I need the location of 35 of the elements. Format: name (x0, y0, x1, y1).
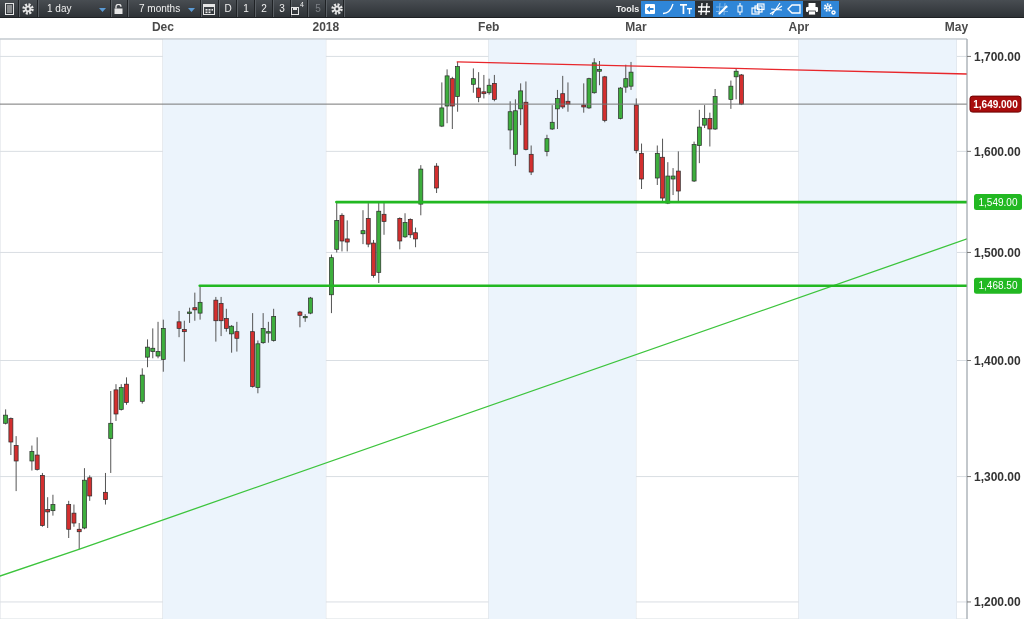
x-tick-label: 2018 (312, 20, 340, 34)
candlestick (103, 472, 108, 506)
y-tick-label: 1,700.00 (974, 49, 1022, 64)
text: 1 day (47, 2, 72, 16)
y-tick-label: 1,600.00 (974, 144, 1022, 159)
text: Tools (616, 3, 640, 16)
ref-line-label: 1,649.000 (973, 98, 1019, 110)
candlestick (471, 67, 476, 94)
data-label: 1,468.50 (978, 280, 1018, 292)
x-tick-label: Feb (478, 20, 500, 34)
candlestick (439, 81, 445, 128)
x-tick-label: Mar (625, 20, 647, 34)
candlestick (108, 390, 114, 474)
x-tick-label: Dec (151, 20, 175, 34)
x-tick-label: Apr (788, 20, 810, 34)
candlestick (544, 134, 550, 157)
y-tick-label: 1,500.00 (974, 245, 1022, 260)
text: D (223, 2, 233, 16)
text: 1 (242, 2, 250, 16)
text: 7 months (139, 2, 181, 16)
y-tick-label: 1,200.00 (974, 595, 1022, 610)
data-label: 1,549.00 (978, 196, 1018, 208)
candlestick (176, 310, 182, 338)
y-tick-label: 1,300.00 (974, 469, 1022, 484)
text: 3 (278, 2, 286, 16)
y-tick-label: 1,400.00 (974, 353, 1022, 368)
candlestick (181, 320, 187, 363)
text: 5 (314, 2, 322, 16)
candlestick (297, 310, 303, 328)
candlestick (434, 162, 439, 194)
candlestick (76, 522, 82, 550)
x-tick-label: May (944, 20, 969, 34)
candlestick (549, 104, 555, 131)
candlestick (528, 145, 534, 176)
text: 2 (260, 2, 268, 16)
